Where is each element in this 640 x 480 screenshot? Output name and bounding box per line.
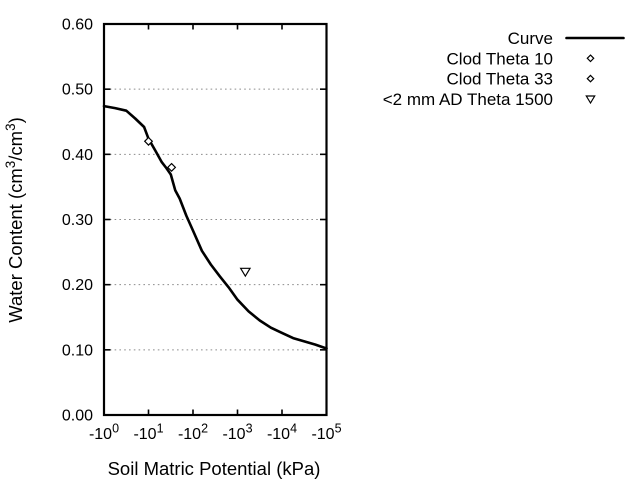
x-tick-label--10e2: -102 (178, 422, 208, 444)
legend-diamond-icon (586, 54, 595, 63)
tick-labels: -100 -101 -102 -103 -104 -105 0.00 0.10 0.20 0.30… (62, 17, 342, 444)
series-curve-curve (102, 104, 328, 350)
legend-label-clod-theta-10: Clod Theta 10 (447, 49, 553, 68)
x-axis-title: Soil Matric Potential (kPa) (108, 458, 321, 479)
y-axis-title: Water Content (cm3/cm3) (3, 117, 26, 323)
legend-item-ad-theta-1500: <2 mm AD Theta 1500 (383, 90, 596, 109)
y-tick-label-0.50: 0.50 (62, 82, 93, 99)
legend-triangle-down-icon (585, 95, 596, 105)
y-tick-label-0.40: 0.40 (62, 147, 93, 164)
y-tick-label-0.10: 0.10 (62, 342, 93, 359)
x-tick-label--10e0: -100 (89, 422, 119, 444)
legend-item-clod-theta-33: Clod Theta 33 (447, 70, 595, 89)
x-tick-label--10e5: -105 (311, 422, 341, 444)
x-tick-label--10e1: -101 (133, 422, 163, 444)
data-point-2-mm-ad-theta-1500 (239, 267, 252, 278)
legend-label-clod-theta-33: Clod Theta 33 (447, 70, 553, 89)
y-tick-label-0.20: 0.20 (62, 277, 93, 294)
x-tick-label--10e4: -104 (267, 422, 297, 444)
legend-diamond-icon (586, 74, 595, 83)
legend: Curve Clod Theta 10 Clod Theta 33 <2 mm … (383, 29, 625, 109)
curve-series (102, 104, 328, 350)
data-point-clod-theta-10 (143, 136, 154, 146)
y-axis-title-text: Water Content (cm3/cm3) (3, 117, 26, 323)
legend-item-clod-theta-10: Clod Theta 10 (447, 49, 595, 68)
y-tick-label-0.30: 0.30 (62, 212, 93, 229)
legend-item-curve: Curve (508, 29, 625, 48)
axes (102, 22, 328, 417)
data-point-clod-theta-33 (166, 162, 177, 173)
scatter-markers (143, 136, 252, 278)
y-tick-label-0.00: 0.00 (62, 408, 93, 425)
legend-label-ad-theta-1500: <2 mm AD Theta 1500 (383, 90, 553, 109)
legend-label-curve: Curve (508, 29, 553, 48)
y-tick-label-0.60: 0.60 (62, 17, 93, 34)
gridlines (105, 88, 326, 351)
x-tick-label--10e3: -103 (222, 422, 252, 444)
